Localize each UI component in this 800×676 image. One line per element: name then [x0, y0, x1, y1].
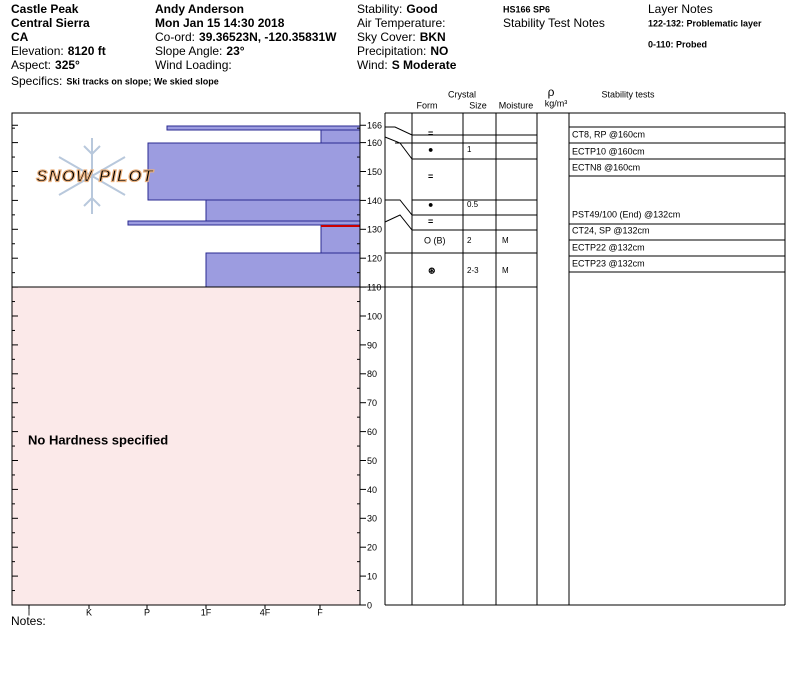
height-label: 130 — [367, 225, 382, 235]
slope-angle-label: Slope Angle: — [155, 44, 222, 58]
specifics-label: Specifics: — [11, 74, 62, 88]
hardness-label: I — [28, 607, 31, 617]
stability-test: ECTP10 @160cm — [572, 146, 645, 156]
layer-notes-title: Layer Notes — [648, 2, 713, 16]
probed-area — [12, 287, 360, 605]
aspect: 325° — [55, 58, 80, 72]
height-label: 50 — [367, 456, 377, 466]
height-label: 20 — [367, 543, 377, 553]
grain-form: = — [428, 171, 433, 181]
grain-form: ● — [428, 144, 433, 154]
condition-label: Stability: — [357, 2, 402, 16]
site-name: Castle Peak — [11, 2, 79, 16]
height-label: 100 — [367, 311, 382, 321]
logo-flake — [58, 138, 126, 214]
height-label: 150 — [367, 167, 382, 177]
hardness-bars — [127, 125, 361, 288]
stability-test: PST49/100 (End) @132cm — [572, 209, 680, 219]
grain-form: O (B) — [424, 235, 446, 245]
condition-label: Sky Cover: — [357, 30, 416, 44]
moisture: M — [502, 266, 509, 275]
specifics: Ski tracks on slope; We skied slope — [66, 76, 218, 86]
slope-angle: 23° — [226, 44, 244, 58]
condition: NO — [430, 44, 448, 58]
coordinates: 39.36523N, -120.35831W — [199, 30, 337, 44]
wind-loading: Wind Loading: — [155, 58, 232, 72]
condition-label: Air Temperature: — [357, 16, 445, 30]
elevation: 8120 ft — [68, 44, 106, 58]
height-label: 80 — [367, 369, 377, 379]
grain-size: 0.5 — [467, 200, 479, 209]
th: ρ — [548, 85, 555, 99]
grain-size: 2-3 — [467, 266, 479, 275]
coordinates-label: Co-ord: — [155, 30, 195, 44]
th: Form — [417, 100, 438, 110]
th: Stability tests — [601, 89, 655, 99]
hardness-label: K — [86, 607, 92, 617]
summary-title: Stability Test Notes — [503, 16, 605, 30]
table-frame — [360, 112, 786, 606]
height-label: 90 — [367, 340, 377, 350]
observation-date: Mon Jan 15 14:30 2018 — [155, 16, 285, 30]
height-label: 0 — [367, 600, 372, 610]
th: kg/m³ — [545, 98, 568, 108]
grain-form: = — [428, 216, 433, 226]
no-hardness: No Hardness specified — [28, 432, 168, 447]
grain-form: ● — [428, 199, 433, 209]
height-label: 30 — [367, 514, 377, 524]
condition: S Moderate — [392, 58, 457, 72]
height-label: 110 — [367, 282, 381, 292]
height-label: 40 — [367, 485, 377, 495]
summary-code: HS166 SP6 — [503, 4, 550, 14]
hardness-label: F — [317, 607, 323, 617]
hardness-label: P — [144, 607, 150, 617]
layer-note: 122-132: Problematic layer — [648, 18, 762, 28]
stability-test: ECTP23 @132cm — [572, 258, 645, 268]
hardness-label: 4F — [260, 607, 271, 617]
moisture: M — [502, 236, 509, 245]
stability-test: ECTN8 @160cm — [572, 162, 640, 172]
th: Crystal — [448, 89, 476, 99]
height-label: 166 — [367, 121, 382, 131]
height-label: 120 — [367, 254, 382, 264]
th: Size — [469, 100, 487, 110]
stability-test: CT24, SP @132cm — [572, 225, 650, 235]
hardness-label: 1F — [201, 607, 212, 617]
site-state: CA — [11, 30, 29, 44]
elevation-label: Elevation: — [11, 44, 64, 58]
condition: BKN — [420, 30, 446, 44]
logo-text: SNOW PILOT — [36, 166, 154, 185]
condition-label: Wind: — [357, 58, 388, 72]
grain-size: 2 — [467, 236, 472, 245]
condition-label: Precipitation: — [357, 44, 426, 58]
grain-form: = — [428, 128, 433, 138]
aspect-label: Aspect: — [11, 58, 51, 72]
height-label: 140 — [367, 196, 382, 206]
condition: Good — [406, 2, 437, 16]
th: Moisture — [499, 100, 534, 110]
stability-test: CT8, RP @160cm — [572, 129, 645, 139]
site-range: Central Sierra — [11, 16, 90, 30]
grain-size: 1 — [467, 145, 472, 154]
layer-note: 0-110: Probed — [648, 39, 707, 49]
height-label: 70 — [367, 398, 377, 408]
notes-label: Notes: — [11, 614, 46, 628]
height-label: 10 — [367, 571, 377, 581]
observer-name: Andy Anderson — [155, 2, 244, 16]
stability-test: ECTP22 @132cm — [572, 242, 645, 252]
height-label: 160 — [367, 138, 382, 148]
height-label: 60 — [367, 427, 377, 437]
grain-form: ⊛ — [428, 265, 436, 275]
